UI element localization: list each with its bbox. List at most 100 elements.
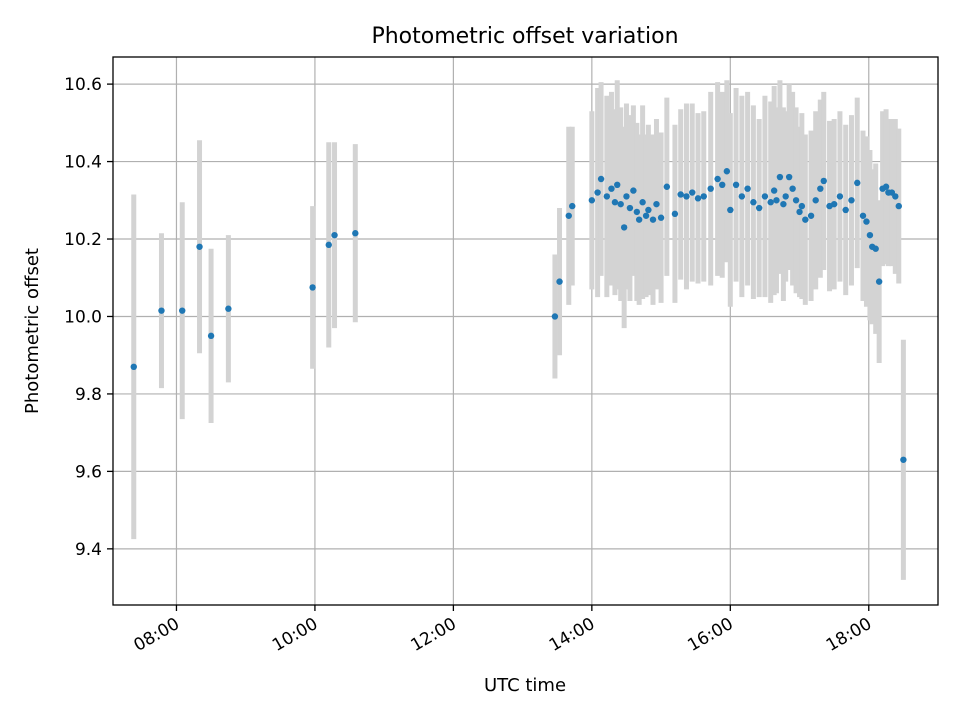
y-tick-label: 9.8 [75,385,102,405]
data-point [755,204,763,212]
data-point [798,202,806,210]
plot-frame [112,56,939,606]
data-point [830,200,838,208]
y-tick-label: 9.4 [75,540,102,560]
y-tick-label: 10.4 [64,153,102,173]
data-point [700,193,707,200]
error-bars [131,80,906,580]
data-point [663,183,671,190]
data-point [677,191,684,198]
y-tick-label: 10.0 [64,307,102,327]
x-tick-label: 16:00 [684,614,736,656]
data-point [773,197,780,204]
chart-title: Photometric offset variation [371,24,678,49]
x-tick-label: 10:00 [269,614,321,656]
data-point [859,212,867,219]
data-point [707,185,714,192]
data-point [645,206,652,214]
data-point [130,363,137,371]
data-point [671,210,679,218]
data-point [633,208,641,216]
data-points [130,168,907,463]
data-point [683,193,690,200]
data-point [694,195,702,202]
data-point [639,199,646,206]
data-point [657,214,665,221]
data-point [642,212,650,219]
y-tick-label: 9.6 [75,462,102,482]
data-point [588,197,596,204]
x-tick-label: 08:00 [131,614,183,656]
data-point [551,313,559,320]
data-point [623,193,630,200]
data-point [196,243,203,250]
data-point [807,212,815,219]
data-point [569,202,576,210]
data-point [653,200,660,208]
data-point [842,206,849,214]
data-point [714,175,721,183]
data-point [597,175,605,183]
data-point [767,199,774,206]
data-point [854,179,861,187]
data-point [723,168,731,175]
data-point [719,181,726,189]
data-point [556,278,563,285]
data-point [882,183,890,190]
data-point [565,212,572,219]
y-tick-label: 10.6 [64,75,102,95]
data-point [892,193,899,200]
data-point [848,197,855,204]
data-point [820,177,827,185]
data-point [872,245,879,252]
data-point [792,197,800,204]
data-point [750,199,757,206]
data-point [738,193,746,200]
data-point [802,216,809,223]
data-point [325,241,332,249]
x-axis-ticks: 08:00 10:00 12:00 14:00 16:00 18:00 [131,605,875,656]
data-point [635,216,643,223]
data-point [895,202,902,210]
x-tick-label: 14:00 [546,614,598,656]
data-point [331,231,338,239]
data-point [785,173,793,181]
data-point [225,305,232,312]
data-point [875,278,883,285]
data-point [863,218,870,225]
data-point [626,204,634,212]
data-point [608,185,615,192]
data-point [866,231,874,239]
data-point [761,193,769,200]
data-point [812,197,819,204]
data-point [630,187,637,194]
data-point [776,173,784,181]
data-point [796,208,803,216]
y-axis-ticks: 9.4 9.6 9.8 10.0 10.2 10.4 10.6 [64,75,113,560]
x-axis-label: UTC time [484,675,566,696]
data-point [817,185,824,192]
data-point [207,332,215,340]
data-point [727,206,734,214]
data-point [770,187,778,194]
y-axis-label: Photometric offset [22,248,43,414]
data-point [689,189,696,196]
data-point [603,193,611,200]
data-point [782,193,789,200]
y-tick-label: 10.2 [64,230,102,250]
data-point [836,193,844,200]
data-point [614,181,621,189]
data-point [620,224,628,231]
data-point [744,185,751,192]
data-point [158,307,165,314]
data-point [179,307,186,314]
data-point [780,200,787,208]
data-point [900,456,907,463]
data-point [309,284,316,291]
x-tick-label: 12:00 [407,614,459,656]
data-point [732,181,740,189]
data-point [649,216,657,223]
data-point [611,199,619,206]
x-tick-label: 18:00 [823,614,875,656]
